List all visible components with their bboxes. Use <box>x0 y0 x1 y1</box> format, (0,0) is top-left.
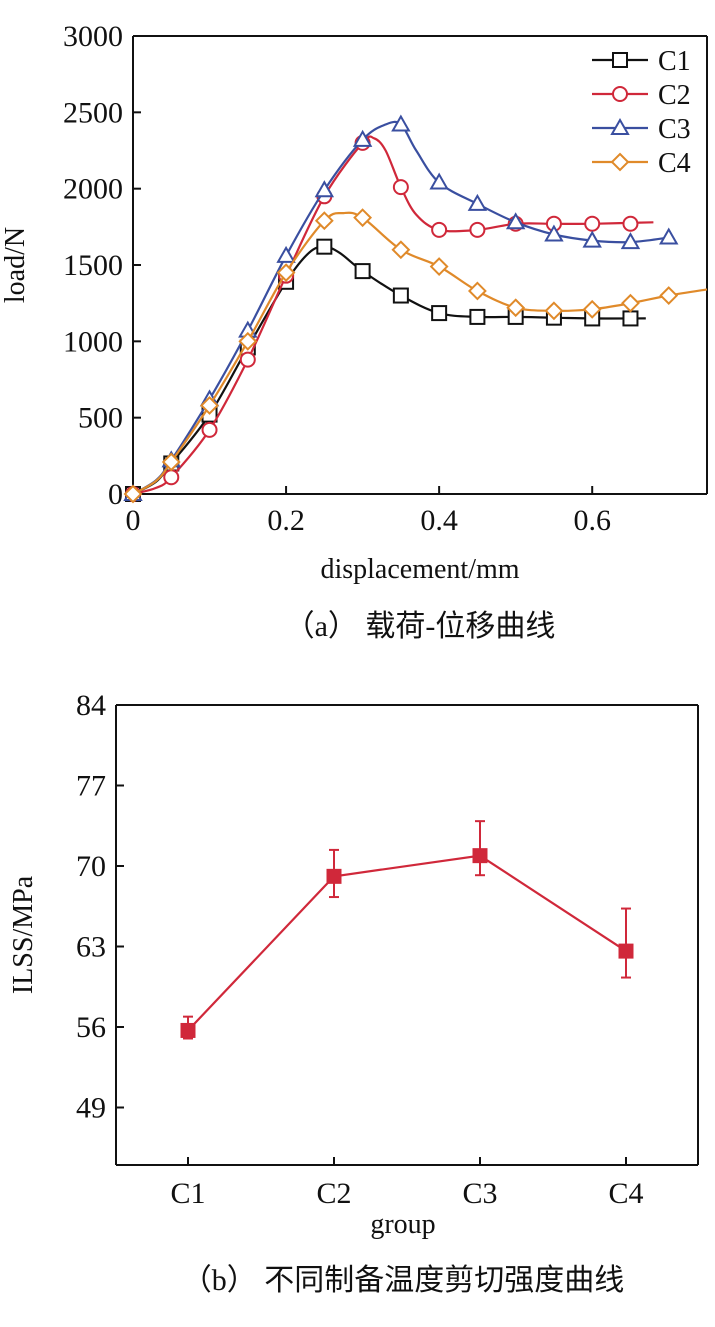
series-line-c4 <box>132 211 708 495</box>
chart-a-x-axis-label: displacement/mm <box>320 554 519 585</box>
legend-label-c4: C4 <box>658 148 691 179</box>
data-point-c4 <box>200 396 219 415</box>
legend-label-c2: C2 <box>658 80 691 111</box>
chart-a-y-ticks: 0 500 1000 1500 2000 2500 3000 <box>63 20 141 511</box>
data-point-c3 <box>467 193 488 211</box>
data-point-c3 <box>276 245 296 263</box>
chart-a-series-group <box>123 114 708 504</box>
chart-b-y-tick-label: 63 <box>76 931 106 964</box>
chart-b-x-tick-label: C4 <box>608 1177 643 1210</box>
data-point-c1 <box>316 238 333 255</box>
data-point-c3 <box>429 172 449 190</box>
data-point-c1 <box>354 263 371 280</box>
data-point-c2 <box>326 868 342 884</box>
data-point-c1 <box>469 308 486 325</box>
chart-b-x-tick-label: C1 <box>170 1177 205 1210</box>
chart-b-y-ticks: 49 56 63 70 77 84 <box>76 689 124 1125</box>
data-point-c4 <box>161 452 181 472</box>
chart-b-y-tick-label: 77 <box>76 770 106 803</box>
chart-a-x-ticks: 0 0.2 0.4 0.6 <box>126 486 611 537</box>
legend-marker-c1 <box>612 52 628 68</box>
chart-b-x-ticks: C1 C2 C3 C4 <box>170 1157 644 1210</box>
chart-a-y-tick-label: 0 <box>108 478 123 511</box>
data-point-c1 <box>622 310 639 327</box>
data-point-c3 <box>505 212 526 230</box>
legend-marker-c2 <box>612 86 628 102</box>
legend-marker-c4 <box>610 152 630 172</box>
chart-b-y-tick-label: 70 <box>76 850 106 883</box>
chart-b-x-tick-label: C2 <box>316 1177 351 1210</box>
chart-a-x-tick-label: 0.6 <box>573 504 611 537</box>
data-point-c2 <box>469 221 486 238</box>
data-point-c3 <box>472 848 488 864</box>
data-point-c2 <box>584 215 601 232</box>
data-point-c3 <box>391 114 411 132</box>
data-point-c4 <box>429 257 449 276</box>
chart-b-y-tick-label: 49 <box>76 1092 106 1125</box>
data-point-c2 <box>431 221 448 238</box>
series-line-c1 <box>132 245 646 495</box>
data-point-c4 <box>506 298 526 318</box>
chart-b-y-tick-label: 56 <box>76 1011 106 1044</box>
data-point-c4 <box>544 301 564 321</box>
data-point-c1 <box>180 1022 196 1038</box>
chart-a-caption: （a） 载荷-位移曲线 <box>285 610 556 643</box>
legend-label-c1: C1 <box>658 46 691 77</box>
data-point-c2 <box>239 351 256 368</box>
chart-b-y-axis-label: ILSS/MPa <box>8 875 39 994</box>
legend-marker-c3 <box>610 117 630 135</box>
data-point-c3 <box>659 227 679 245</box>
data-point-c3 <box>352 129 373 147</box>
data-point-c4 <box>353 208 373 228</box>
load-displacement-chart: 0 500 1000 1500 2000 2500 3000 0 0.2 0.4 0.6 C1C2… <box>0 20 708 643</box>
data-point-c1 <box>392 287 409 304</box>
data-point-c4 <box>618 943 634 959</box>
chart-a-y-tick-label: 1000 <box>63 325 123 358</box>
data-point-c4 <box>123 484 143 504</box>
data-point-c4 <box>659 286 679 305</box>
ilss-chart: 49 56 63 70 77 84 C1 C2 C3 C4 ILSS/MPa group （b）… <box>8 689 699 1297</box>
chart-b-y-tick-label: 84 <box>76 689 106 722</box>
series-line-c2 <box>132 135 654 496</box>
chart-a-y-tick-label: 2500 <box>63 96 123 129</box>
data-point-c3 <box>620 232 641 250</box>
data-point-c3 <box>544 224 564 242</box>
series-c1 <box>125 238 646 502</box>
data-point-c4 <box>238 331 258 351</box>
chart-a-y-tick-label: 3000 <box>63 20 123 53</box>
chart-a-y-tick-label: 2000 <box>63 173 123 206</box>
chart-a-y-axis-label: load/N <box>0 227 31 303</box>
data-point-c3 <box>314 180 335 198</box>
data-point-c4 <box>276 263 296 283</box>
chart-b-x-axis-label: group <box>370 1209 435 1240</box>
data-point-c4 <box>582 299 602 319</box>
chart-b-caption: （b） 不同制备温度剪切强度曲线 <box>182 1264 625 1297</box>
data-point-c4 <box>467 281 487 301</box>
data-point-c4 <box>621 293 640 313</box>
legend-label-c3: C3 <box>658 114 691 145</box>
chart-a-x-tick-label: 0.2 <box>267 504 305 537</box>
data-point-c2 <box>163 469 180 486</box>
chart-a-x-tick-label: 0.4 <box>420 504 458 537</box>
data-point-c2 <box>392 179 409 196</box>
data-point-c4 <box>391 240 411 260</box>
series-c4 <box>123 208 708 504</box>
data-point-c2 <box>201 421 218 438</box>
chart-b-series-group <box>180 820 634 1040</box>
data-point-c1 <box>431 305 448 322</box>
data-point-c2 <box>622 215 639 232</box>
chart-a-y-tick-label: 500 <box>78 402 123 435</box>
chart-a-x-tick-label: 0 <box>126 504 141 537</box>
data-point-c3 <box>582 230 602 248</box>
ilss-series-line <box>187 854 627 1032</box>
chart-a-y-tick-label: 1500 <box>63 249 123 282</box>
chart-b-x-tick-label: C3 <box>462 1177 497 1210</box>
data-point-c4 <box>314 211 334 231</box>
